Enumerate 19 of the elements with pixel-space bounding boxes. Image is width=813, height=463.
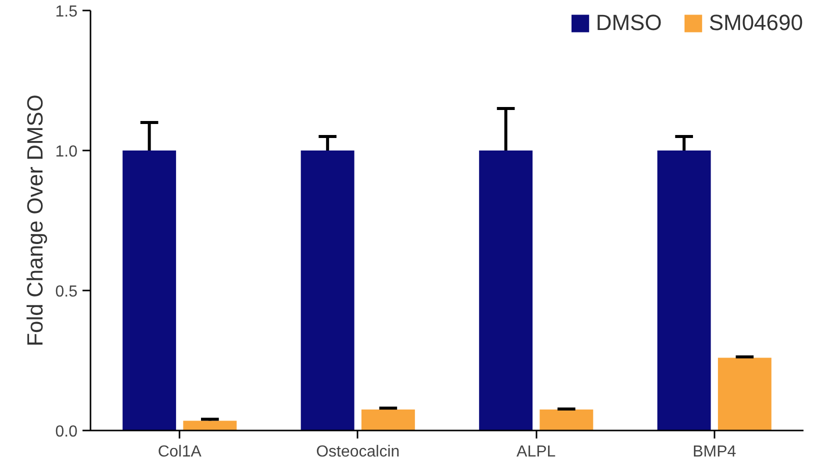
x-tick-label: Osteocalcin xyxy=(316,444,400,460)
y-tick-label: 0.0 xyxy=(55,424,78,440)
y-tick-label: 1.5 xyxy=(55,4,78,20)
bar xyxy=(718,358,772,430)
bar xyxy=(183,420,237,430)
bar xyxy=(479,150,533,430)
legend-label: SM04690 xyxy=(708,10,803,36)
legend-label: DMSO xyxy=(596,10,662,36)
y-axis-title: Fold Change Over DMSO xyxy=(22,94,48,346)
bar xyxy=(657,150,711,430)
x-tick-label: BMP4 xyxy=(692,444,736,460)
bar xyxy=(300,150,354,430)
y-tick-label: 0.5 xyxy=(55,284,78,300)
y-tick-label: 1.0 xyxy=(55,144,78,160)
bar xyxy=(540,410,594,430)
x-tick-label: Col1A xyxy=(158,444,202,460)
x-tick-label: ALPL xyxy=(516,444,556,460)
bar xyxy=(122,150,176,430)
bar xyxy=(361,410,415,430)
